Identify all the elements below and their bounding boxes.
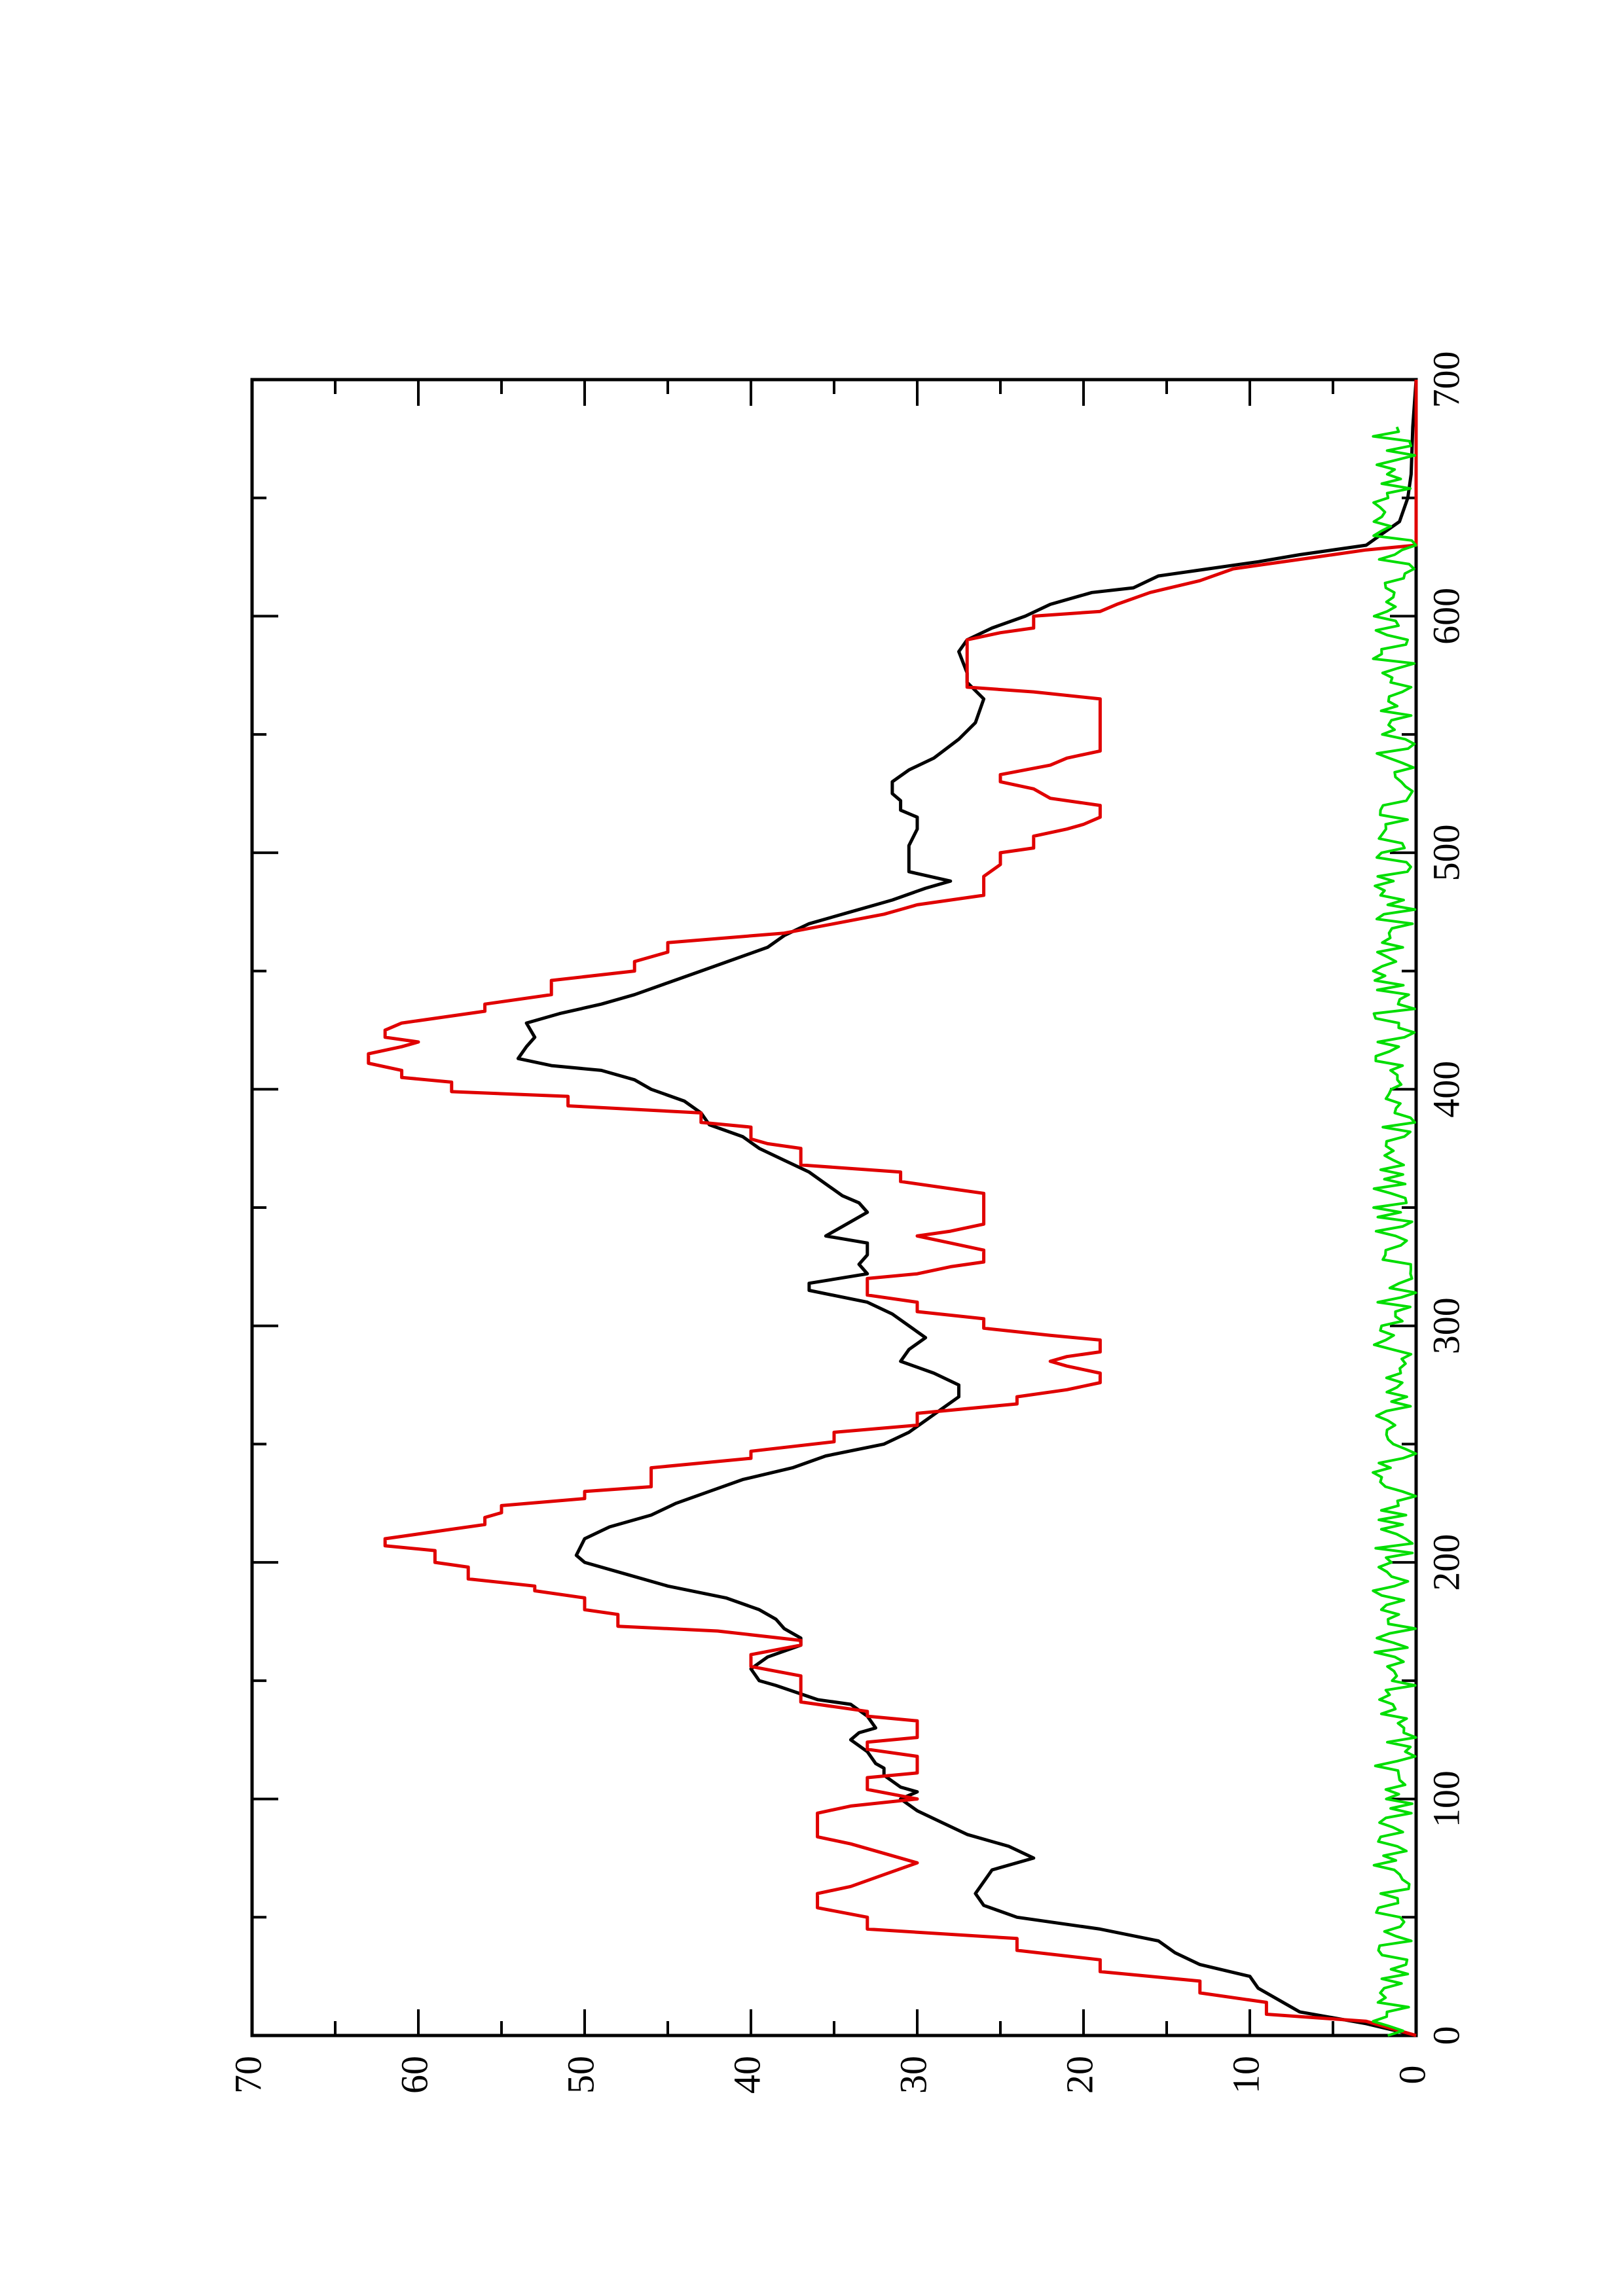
series-line-2 — [367, 380, 1418, 2037]
x-tick-label: 0 — [1425, 2026, 1467, 2045]
tick-labels: 0 100 200 300 400 500 600 700 0 10 20 30 40 50 60 70 — [227, 351, 1467, 2094]
x-tick-label: 400 — [1425, 1061, 1467, 1118]
y-tick-label: 70 — [227, 2056, 269, 2094]
x-tick-label: 500 — [1425, 824, 1467, 881]
x-tick-label: 100 — [1425, 1770, 1467, 1827]
series-line-1 — [516, 379, 1418, 2037]
y-tick-label: 10 — [1224, 2056, 1267, 2094]
y-tick-label: 30 — [892, 2056, 934, 2094]
x-tick-label: 600 — [1425, 588, 1467, 645]
x-tick-label: 700 — [1425, 351, 1467, 408]
y-tick-label: 40 — [725, 2056, 768, 2094]
axis-ticks — [251, 378, 1417, 2037]
y-tick-label: 0 — [1391, 2066, 1433, 2085]
y-tick-label: 60 — [393, 2056, 435, 2094]
x-tick-label: 300 — [1425, 1297, 1467, 1354]
y-tick-label: 20 — [1058, 2056, 1101, 2094]
series-line-3 — [1372, 426, 1417, 2037]
series-layer — [367, 379, 1418, 2037]
plot-frame — [250, 378, 1418, 2037]
y-tick-label: 50 — [559, 2056, 602, 2094]
x-tick-label: 200 — [1425, 1534, 1467, 1591]
